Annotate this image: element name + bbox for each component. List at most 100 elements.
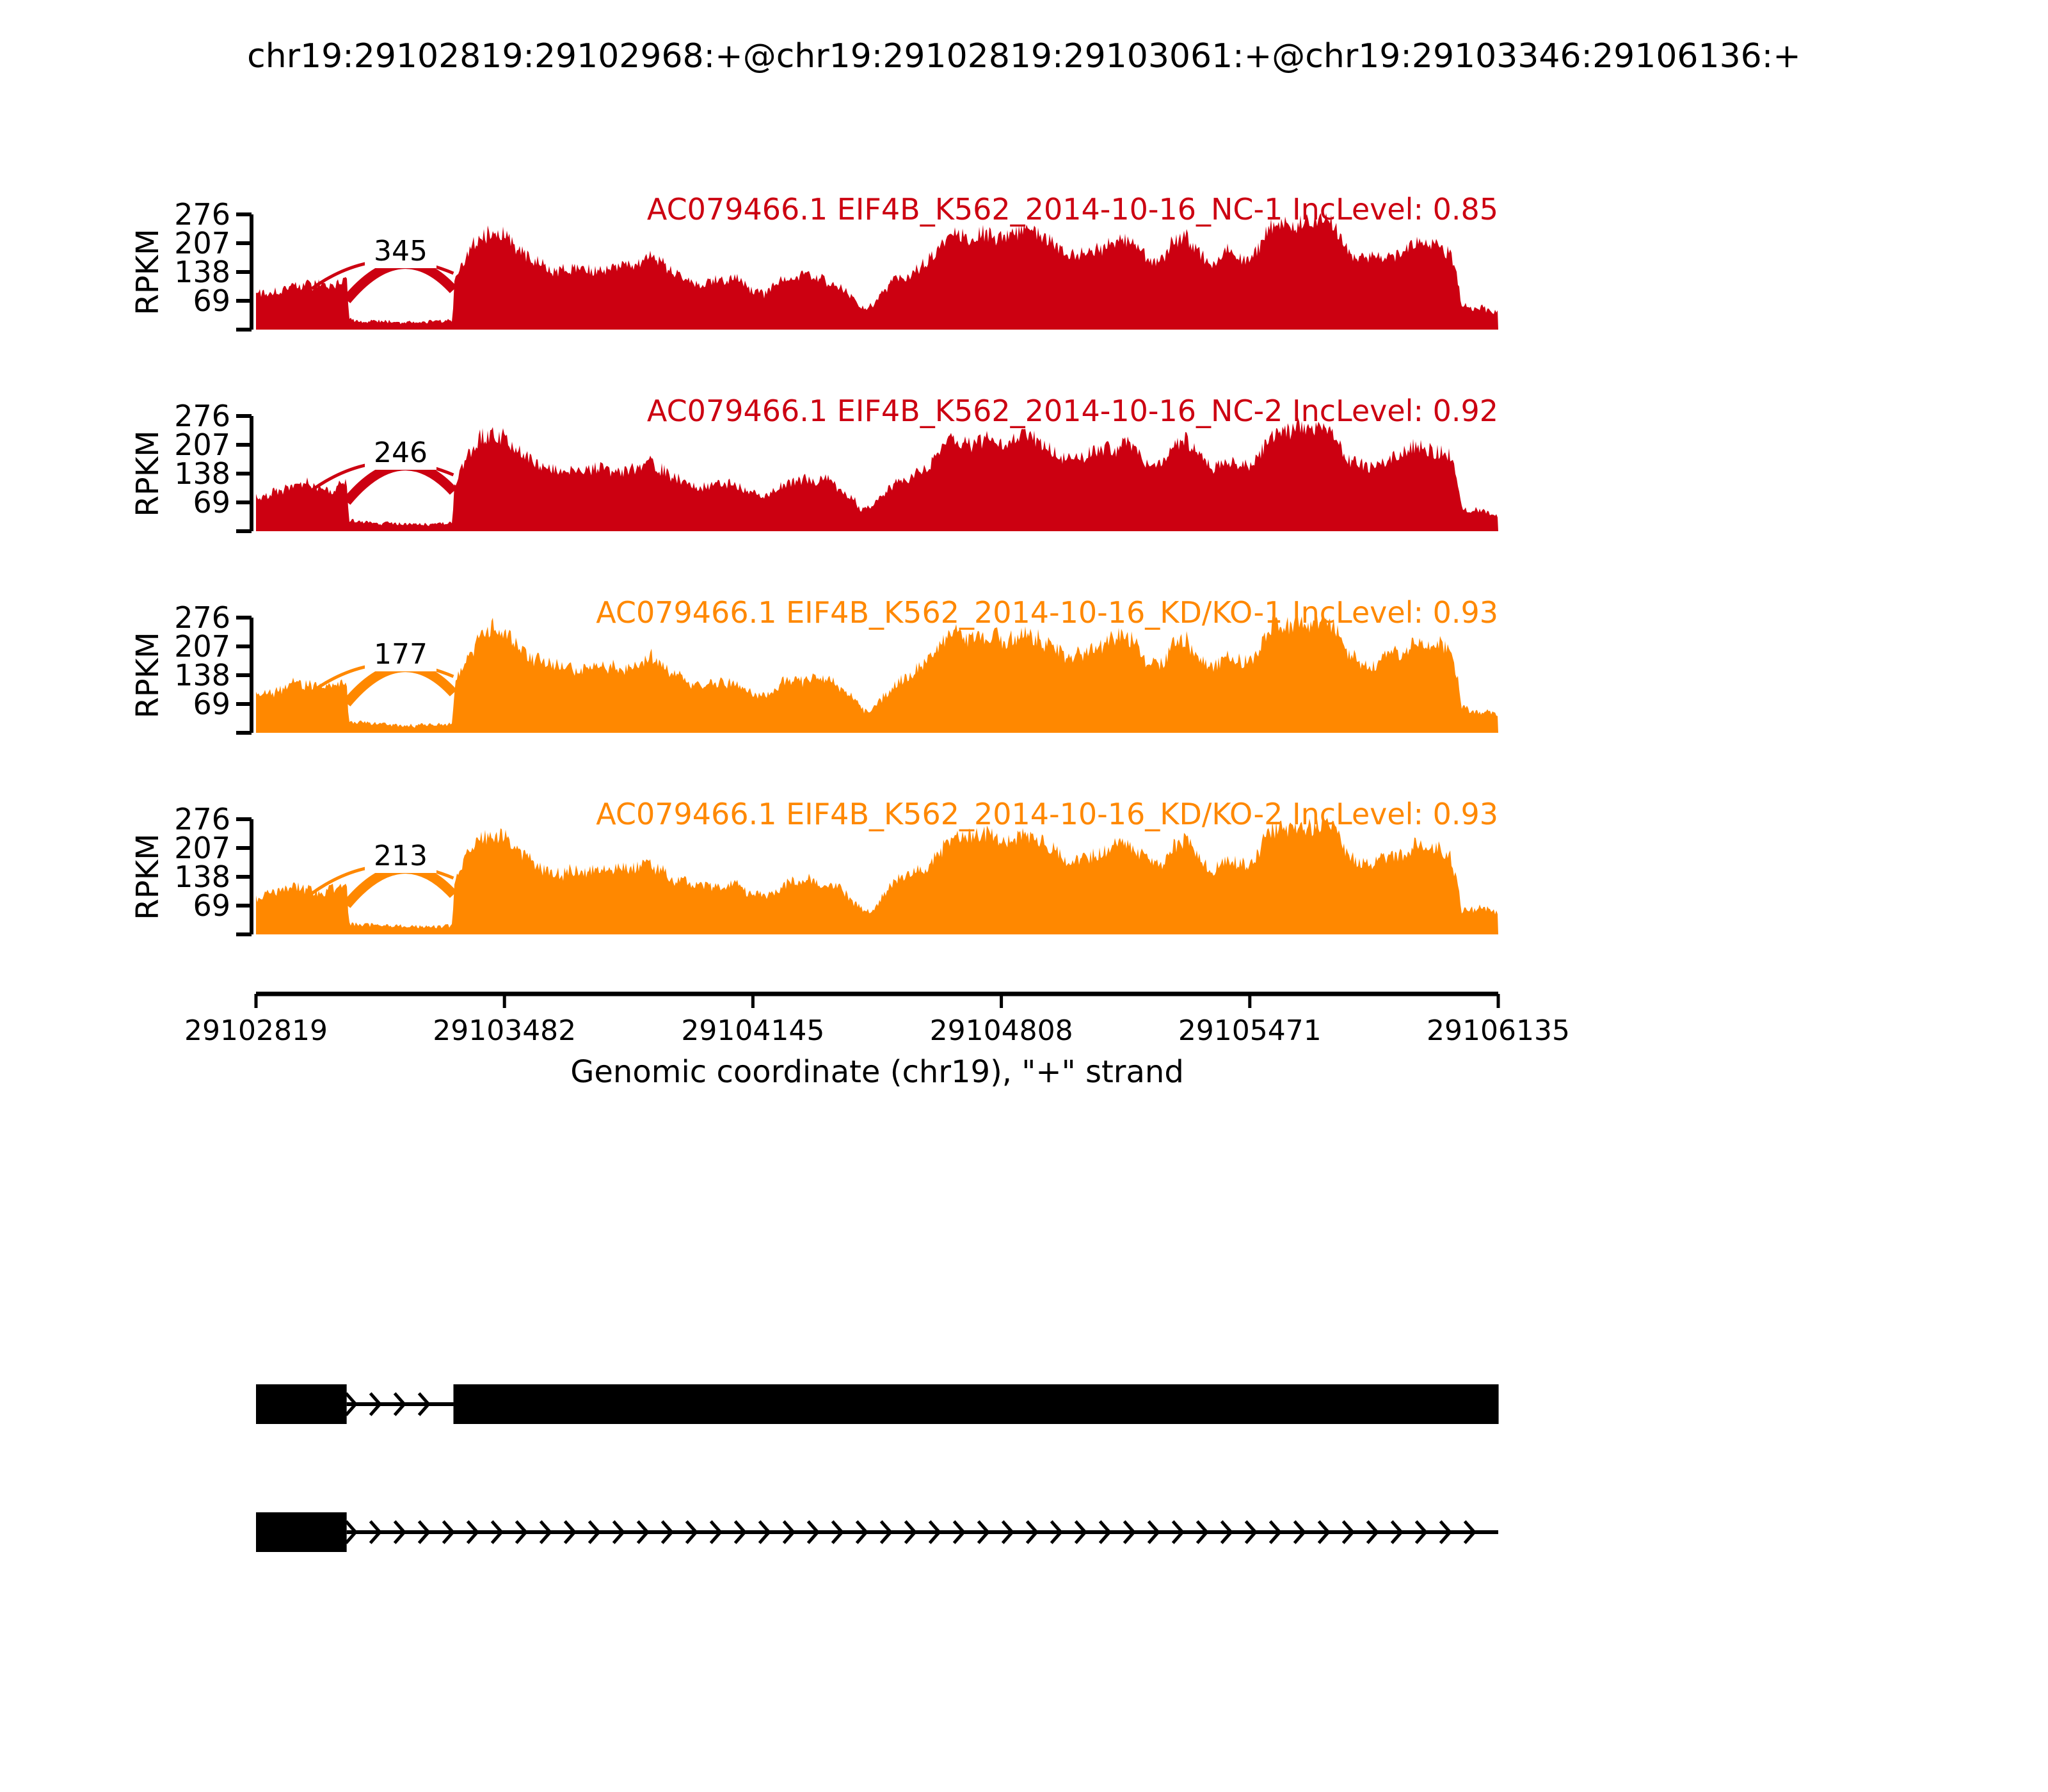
coverage-area <box>256 818 1498 934</box>
y-tick-label: 138 <box>174 456 230 491</box>
strand-arrow <box>1390 1520 1404 1544</box>
junction-arc-thick <box>342 662 458 707</box>
y-tick-label: 138 <box>174 860 230 894</box>
y-axis-title: RPKM <box>130 430 166 516</box>
y-tick-label: 207 <box>174 629 230 664</box>
strand-arrow <box>1123 1520 1136 1544</box>
strand-arrow <box>442 1520 455 1544</box>
coverage-area <box>256 417 1498 531</box>
y-tick-label: 207 <box>174 226 230 260</box>
strand-arrow <box>588 1520 601 1544</box>
y-axis-title: RPKM <box>130 833 166 920</box>
y-axis-title: RPKM <box>130 632 166 718</box>
strand-arrow <box>782 1520 796 1544</box>
strand-arrow <box>636 1520 650 1544</box>
strand-arrow <box>952 1520 966 1544</box>
strand-arrow <box>709 1520 723 1544</box>
coverage-area <box>256 616 1498 733</box>
track-title: AC079466.1 EIF4B_K562_2014-10-16_KD/KO-2… <box>596 797 1498 831</box>
strand-arrow <box>855 1520 868 1544</box>
strand-arrow <box>490 1520 504 1544</box>
strand-arrow <box>928 1520 941 1544</box>
y-tick-label: 138 <box>174 658 230 692</box>
y-tick-label: 207 <box>174 831 230 865</box>
strand-arrow <box>1366 1520 1379 1544</box>
junction-label-box <box>365 232 436 268</box>
junction-count-label: 213 <box>374 840 428 872</box>
strand-arrow <box>806 1520 820 1544</box>
strand-arrow <box>1244 1520 1258 1544</box>
strand-arrow <box>1147 1520 1160 1544</box>
strand-arrow <box>660 1520 674 1544</box>
junction-arc-thick <box>342 259 458 303</box>
strand-arrow <box>417 1520 431 1544</box>
exon-box <box>453 1384 1499 1424</box>
x-tick-label: 29106135 <box>1427 1014 1570 1047</box>
strand-arrow <box>977 1520 990 1544</box>
junction-label-box <box>365 434 436 470</box>
strand-arrow <box>1171 1520 1185 1544</box>
junction-arc-thick <box>342 461 458 505</box>
strand-arrow <box>1439 1520 1452 1544</box>
y-tick-label: 138 <box>174 255 230 289</box>
exon-box <box>256 1512 347 1552</box>
strand-arrow <box>1025 1520 1039 1544</box>
strand-arrow <box>612 1520 625 1544</box>
y-tick-label: 276 <box>174 600 230 635</box>
y-tick-label: 207 <box>174 428 230 462</box>
strand-arrow <box>344 1392 358 1416</box>
y-tick-label: 276 <box>174 399 230 433</box>
isoform-1 <box>256 1384 1499 1424</box>
junction-label-box <box>365 837 436 873</box>
y-tick-label: 276 <box>174 802 230 836</box>
junction-count-label: 177 <box>374 638 428 671</box>
y-tick-label: 276 <box>174 197 230 232</box>
x-axis-title: Genomic coordinate (chr19), "+" strand <box>570 1054 1184 1090</box>
isoform-2 <box>256 1512 1498 1552</box>
strand-arrow <box>563 1520 577 1544</box>
x-tick-label: 29103482 <box>433 1014 576 1047</box>
strand-arrow <box>393 1392 406 1416</box>
strand-arrow <box>1341 1520 1355 1544</box>
y-axis-title: RPKM <box>130 228 166 315</box>
strand-arrow <box>1268 1520 1282 1544</box>
strand-arrow <box>1220 1520 1233 1544</box>
exon-box <box>256 1384 347 1424</box>
y-tick-label: 69 <box>193 888 230 923</box>
strand-arrow <box>831 1520 844 1544</box>
strand-arrow <box>758 1520 771 1544</box>
y-tick-label: 69 <box>193 485 230 520</box>
track-title: AC079466.1 EIF4B_K562_2014-10-16_KD/KO-1… <box>596 595 1498 630</box>
plot-title: chr19:29102819:29102968:+@chr19:29102819… <box>247 37 1801 76</box>
strand-arrow <box>539 1520 552 1544</box>
track-title: AC079466.1 EIF4B_K562_2014-10-16_NC-2 In… <box>647 394 1498 428</box>
strand-arrow <box>1317 1520 1331 1544</box>
junction-count-label: 345 <box>374 235 428 268</box>
strand-arrow <box>466 1520 479 1544</box>
x-tick-label: 29105471 <box>1178 1014 1322 1047</box>
strand-arrow <box>369 1520 382 1544</box>
y-tick-label: 69 <box>193 284 230 318</box>
strand-arrow <box>515 1520 528 1544</box>
junction-label-box <box>365 636 436 671</box>
strand-arrow <box>904 1520 917 1544</box>
x-tick-label: 29104808 <box>930 1014 1073 1047</box>
strand-arrow <box>417 1392 431 1416</box>
strand-arrow <box>344 1520 358 1544</box>
junction-count-label: 246 <box>374 436 428 469</box>
strand-arrow <box>393 1520 406 1544</box>
x-tick-label: 29104145 <box>681 1014 824 1047</box>
strand-arrow <box>685 1520 698 1544</box>
strand-arrow <box>369 1392 382 1416</box>
x-axis: 29102819 29103482 29104145 29104808 29105471… <box>184 991 1570 1090</box>
coverage-area <box>256 213 1498 330</box>
strand-arrow <box>1098 1520 1112 1544</box>
strand-arrow <box>879 1520 893 1544</box>
strand-arrow <box>1050 1520 1063 1544</box>
strand-arrow <box>1463 1520 1476 1544</box>
